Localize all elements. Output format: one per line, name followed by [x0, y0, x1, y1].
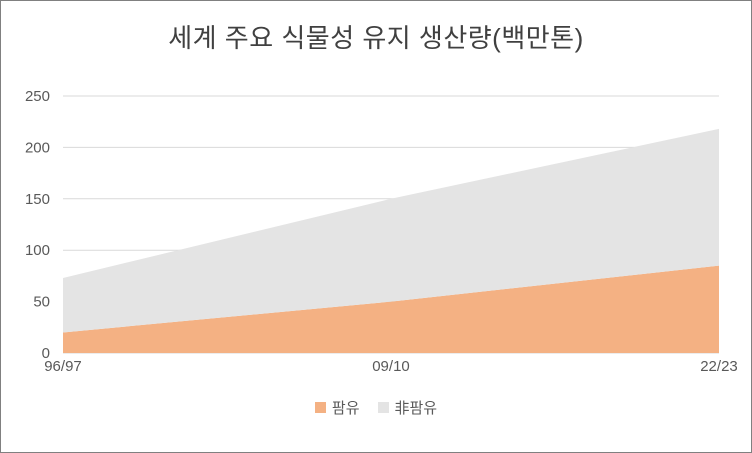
y-axis-tick-label: 200: [25, 139, 50, 156]
y-axis-tick-label: 100: [25, 242, 50, 259]
area-series-1: [63, 128, 719, 333]
chart-title: 세계 주요 식물성 유지 생산량(백만톤): [168, 22, 584, 53]
chart-legend: 팜유 非팜유: [1, 397, 751, 418]
stacked-area-chart: 0 50 100 150 200 250 96/97 09/10 22/23: [25, 88, 738, 375]
legend-label-non-palm-oil: 非팜유: [394, 400, 438, 417]
y-axis-tick-label: 150: [25, 191, 50, 208]
legend-item-non-palm-oil: 非팜유: [377, 397, 438, 418]
y-axis-tick-label: 50: [33, 294, 50, 311]
x-axis-tick-label: 22/23: [700, 358, 738, 375]
legend-label-palm-oil: 팜유: [331, 400, 360, 417]
legend-item-palm-oil: 팜유: [314, 397, 360, 418]
x-axis-tick-label: 96/97: [44, 358, 82, 375]
y-axis-tick-label: 0: [42, 345, 50, 362]
y-axis-tick-label: 250: [25, 88, 50, 105]
area-series-0: [63, 265, 719, 353]
legend-swatch-non-palm-oil: [377, 402, 389, 413]
plot-area: 0 50 100 150 200 250 96/97 09/10 22/23: [1, 71, 751, 381]
legend-swatch-palm-oil: [314, 402, 326, 413]
x-axis-tick-label: 09/10: [372, 358, 410, 375]
